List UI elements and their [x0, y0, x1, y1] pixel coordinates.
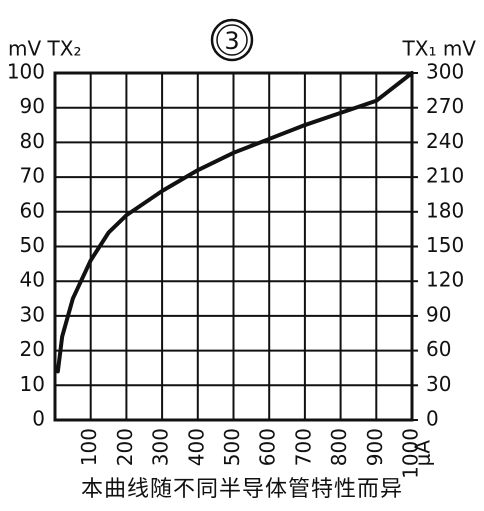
y-tick-label: 0	[32, 407, 45, 431]
y-tick-label: 60	[20, 198, 45, 222]
y-tick-label: 50	[20, 233, 45, 257]
y-tick-label: 20	[20, 337, 45, 361]
y2-tick-label: 150	[426, 233, 464, 257]
y-tick-label: 70	[20, 164, 45, 188]
caption: 本曲线随不同半导体管特性而异	[81, 477, 403, 502]
y2-tick-label: 120	[426, 268, 464, 292]
y2-tick-label: 60	[426, 337, 451, 361]
chart-title: 3	[224, 27, 239, 55]
curve	[55, 71, 414, 374]
x-axis-label: μA	[411, 440, 435, 467]
y2-tick-label: 270	[426, 94, 464, 118]
x-tick-label: 300	[149, 428, 173, 466]
y2-axis-label: TX₁ mV	[402, 37, 477, 61]
x-tick-label: 500	[220, 428, 244, 466]
y-tick-label: 10	[20, 372, 45, 396]
y2-tick-label: 0	[426, 407, 439, 431]
y-tick-label: 80	[20, 129, 45, 153]
y-tick-label: 30	[20, 302, 45, 326]
x-tick-label: 100	[77, 428, 101, 466]
y-tick-label: 100	[7, 60, 45, 84]
y-tick-label: 90	[20, 94, 45, 118]
y2-tick-label: 30	[426, 372, 451, 396]
x-tick-label: 200	[113, 428, 137, 466]
y2-tick-label: 240	[426, 129, 464, 153]
y2-tick-label: 210	[426, 164, 464, 188]
y2-tick-label: 180	[426, 198, 464, 222]
x-tick-label: 600	[256, 428, 280, 466]
x-tick-label: 400	[184, 428, 208, 466]
title-ring	[210, 18, 254, 62]
y2-tick-label: 90	[426, 302, 451, 326]
y-axis-label: mV TX₂	[8, 37, 81, 61]
title-ring-inner	[216, 24, 248, 56]
x-tick-label: 700	[291, 428, 315, 466]
y-tick-label: 40	[20, 268, 45, 292]
x-tick-label: 1000	[399, 428, 423, 479]
y2-tick-label: 300	[426, 60, 464, 84]
x-tick-label: 900	[363, 428, 387, 466]
x-tick-label: 800	[327, 428, 351, 466]
